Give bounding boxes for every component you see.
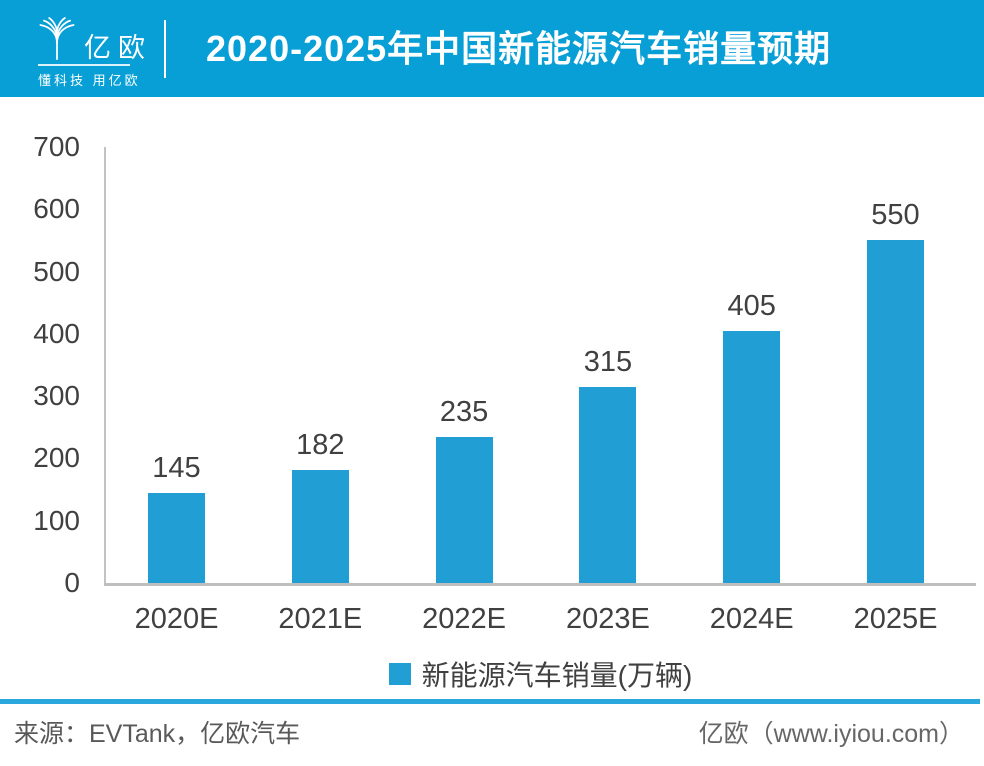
bar-value-label: 315 <box>583 346 633 378</box>
x-category-label: 2021E <box>278 603 363 635</box>
bar-2025E <box>867 240 924 583</box>
bar-2022E <box>435 437 493 583</box>
bar-2021E <box>291 470 349 583</box>
header-banner: 亿欧 懂科技 用亿欧 2020-2025年中国新能源汽车销量预期 <box>0 0 984 97</box>
x-category-label: 2020E <box>134 603 219 635</box>
header-divider-line <box>164 20 166 78</box>
brand-text: 亿欧（www.iyiou.com） <box>698 720 964 748</box>
source-text: 来源：EVTank，亿欧汽车 <box>14 720 301 748</box>
bar-value-label: 405 <box>727 290 776 322</box>
footer-divider-line <box>0 699 980 704</box>
page-title: 2020-2025年中国新能源汽车销量预期 <box>206 28 832 69</box>
y-tick-label: 100 <box>33 504 80 536</box>
logo: 亿欧 懂科技 用亿欧 <box>36 10 166 90</box>
y-tick-label: 400 <box>33 317 80 349</box>
x-category-label: 2025E <box>853 603 938 635</box>
x-axis-line <box>104 583 976 586</box>
y-tick-label: 600 <box>33 193 80 225</box>
x-category-label: 2023E <box>565 603 650 635</box>
equalocean-sprout-icon <box>39 17 75 60</box>
legend-marker-icon <box>388 663 411 685</box>
bar-value-label: 145 <box>152 452 201 484</box>
y-tick-label: 300 <box>33 380 80 412</box>
legend-label: 新能源汽车销量(万辆) <box>421 660 693 691</box>
x-category-label: 2022E <box>422 603 507 635</box>
x-category-label: 2024E <box>709 603 794 635</box>
bar-2024E <box>723 331 781 583</box>
bar-2020E <box>148 493 205 583</box>
y-tick-label: 200 <box>33 442 80 474</box>
logo-text: 亿欧 <box>84 33 152 63</box>
bar-value-label: 182 <box>296 429 345 461</box>
y-tick-label: 700 <box>33 131 80 162</box>
y-tick-label: 0 <box>64 567 80 598</box>
footer: 来源：EVTank，亿欧汽车 亿欧（www.iyiou.com） <box>0 714 984 754</box>
logo-tagline: 懂科技 用亿欧 <box>38 73 141 88</box>
bar-value-label: 235 <box>439 396 489 428</box>
y-axis-line <box>104 147 106 583</box>
legend: 新能源汽车销量(万辆) <box>105 656 976 692</box>
bar-2023E <box>579 387 637 583</box>
bar-value-label: 550 <box>871 199 920 231</box>
logo-underline <box>38 64 130 66</box>
y-tick-label: 500 <box>33 255 80 287</box>
